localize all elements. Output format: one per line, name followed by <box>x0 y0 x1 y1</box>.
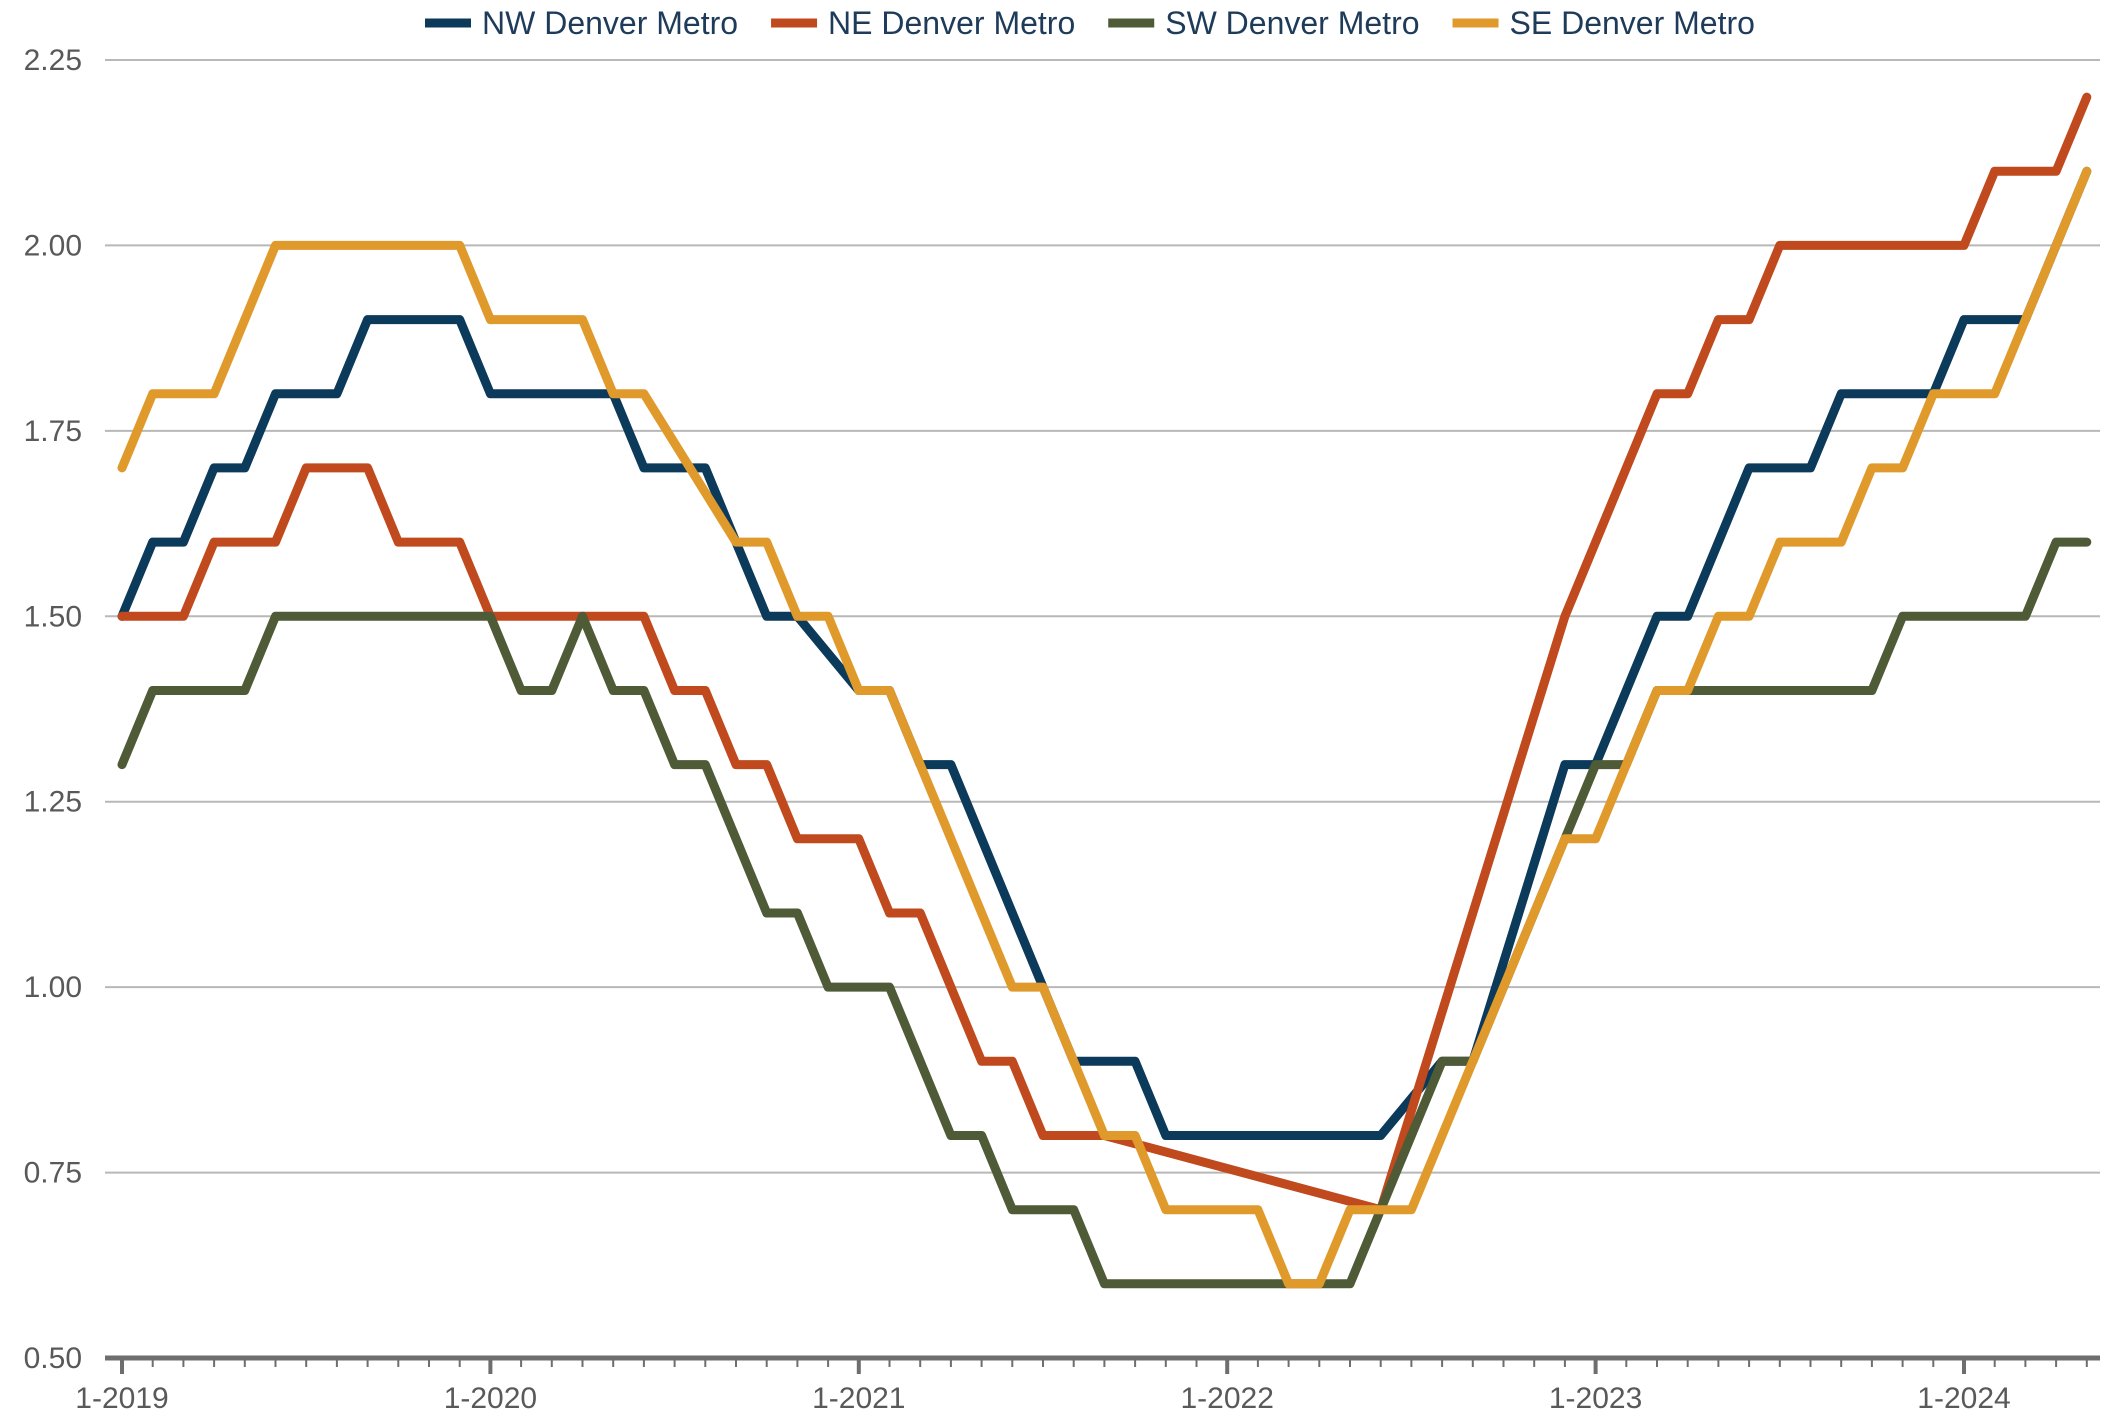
x-tick-label: 1-2021 <box>812 1382 905 1415</box>
x-axis: 1-2019 1-2020 1-2021 1-2022 1-2023 1-2024 <box>75 1355 2100 1415</box>
series-line-nw-denver-metro <box>117 166 2092 1140</box>
series-line-ne-denver-metro <box>117 92 2092 1215</box>
x-tick-label: 1-2019 <box>75 1382 168 1415</box>
y-axis: 0.50 0.75 1.00 1.25 1.50 1.75 2.00 2.25 <box>24 44 82 1375</box>
y-tick-label: 1.25 <box>24 786 82 819</box>
legend-item: SW Denver Metro <box>1108 5 1420 41</box>
legend-label: SE Denver Metro <box>1510 5 1755 41</box>
y-tick-label: 1.00 <box>24 971 82 1004</box>
legend-item: NE Denver Metro <box>771 5 1075 41</box>
y-tick-label: 0.50 <box>24 1342 82 1375</box>
y-tick-label: 2.25 <box>24 44 82 77</box>
y-tick-label: 0.75 <box>24 1157 82 1190</box>
gridlines <box>105 59 2100 1174</box>
series-lines <box>117 92 2092 1289</box>
legend-label: NE Denver Metro <box>828 5 1075 41</box>
y-tick-label: 1.75 <box>24 415 82 448</box>
y-tick-label: 1.50 <box>24 600 82 633</box>
x-tick-label: 1-2024 <box>1917 1382 2010 1415</box>
legend-label: SW Denver Metro <box>1165 5 1419 41</box>
x-tick-label: 1-2022 <box>1180 1382 1273 1415</box>
x-tick-label: 1-2020 <box>444 1382 537 1415</box>
x-tick-label: 1-2023 <box>1549 1382 1642 1415</box>
y-tick-label: 2.00 <box>24 229 82 262</box>
legend: NW Denver Metro NE Denver Metro SW Denver … <box>425 5 1755 41</box>
legend-label: NW Denver Metro <box>482 5 738 41</box>
legend-item: SE Denver Metro <box>1452 5 1755 41</box>
legend-item: NW Denver Metro <box>425 5 738 41</box>
series-line-se-denver-metro <box>117 166 2092 1289</box>
